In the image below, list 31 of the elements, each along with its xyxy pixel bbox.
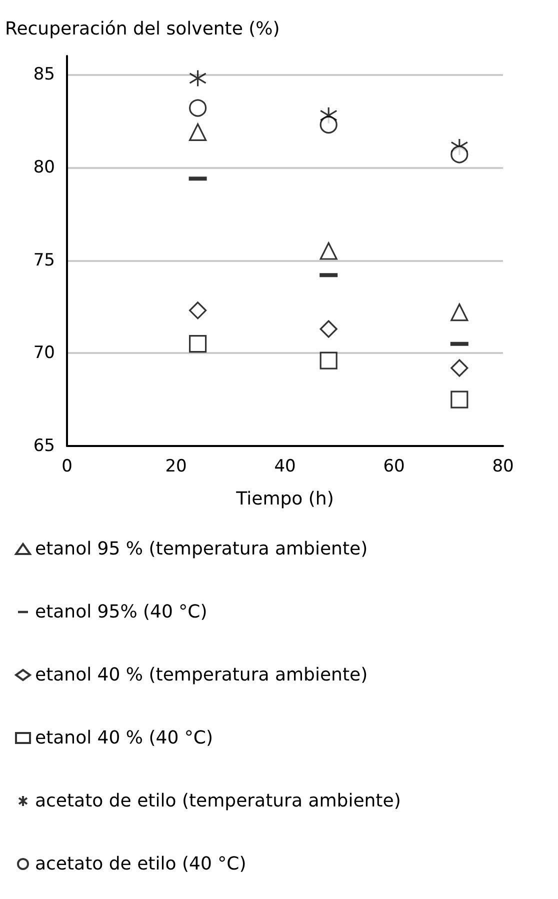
x-tick-label: 40 bbox=[274, 456, 296, 476]
point bbox=[450, 390, 468, 408]
y-tick-label: 65 bbox=[33, 436, 55, 456]
y-tick-label: 70 bbox=[33, 343, 55, 364]
x-tick-label: 80 bbox=[492, 456, 514, 476]
point bbox=[189, 69, 207, 88]
y-tick-label: 85 bbox=[33, 64, 55, 85]
point bbox=[189, 335, 207, 353]
point bbox=[320, 352, 338, 370]
point bbox=[189, 99, 207, 117]
legend-label: etanol 95 % (temperatura ambiente) bbox=[35, 538, 368, 560]
point bbox=[450, 303, 468, 322]
point bbox=[450, 359, 468, 377]
legend-label: etanol 40 % (40 °C) bbox=[35, 728, 213, 748]
legend-label: acetato de etilo (temperatura ambiente) bbox=[35, 790, 401, 812]
y-tick-label: 80 bbox=[33, 157, 55, 178]
point bbox=[320, 242, 338, 260]
y-axis-title: Recuperación del solvente (%) bbox=[5, 18, 280, 40]
point bbox=[189, 302, 207, 320]
legend-label: etanol 95% (40 °C) bbox=[35, 602, 208, 622]
x-axis-title: Tiempo (h) bbox=[235, 488, 334, 510]
x-tick-label: 60 bbox=[383, 456, 405, 476]
y-tick-label: 75 bbox=[33, 250, 55, 270]
point bbox=[320, 320, 338, 338]
x-tick-label: 0 bbox=[62, 456, 72, 476]
point bbox=[189, 123, 207, 141]
point bbox=[320, 116, 338, 134]
point bbox=[450, 146, 468, 164]
x-tick-label: 20 bbox=[165, 456, 187, 476]
legend-label: etanol 40 % (temperatura ambiente) bbox=[35, 664, 368, 686]
legend-label: acetato de etilo (40 °C) bbox=[35, 854, 246, 874]
